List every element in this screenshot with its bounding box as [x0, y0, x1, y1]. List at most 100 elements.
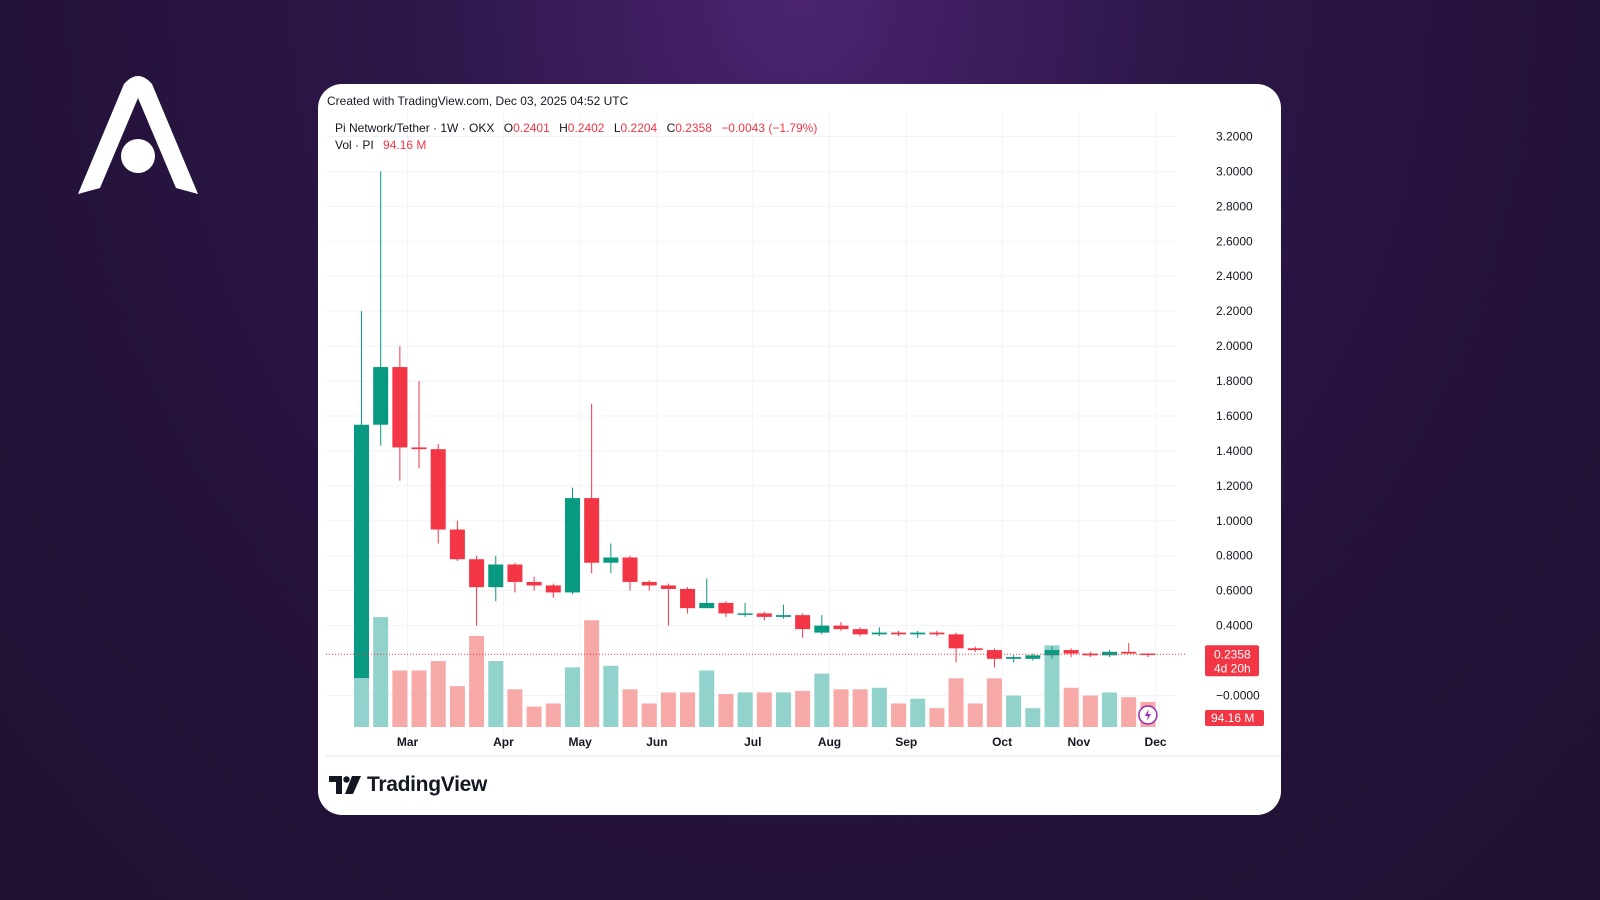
volume-bar	[833, 689, 849, 727]
candle-body	[354, 424, 369, 679]
tradingview-brand[interactable]: TradingView	[329, 773, 487, 797]
candle-body	[814, 625, 830, 633]
month-label: Jul	[744, 735, 761, 749]
volume-bar	[929, 708, 945, 727]
volume-bar	[526, 706, 542, 727]
candle-body	[430, 449, 446, 530]
last-price-value: 0.2358	[1214, 647, 1251, 661]
candle-body	[449, 529, 465, 560]
volume-bar	[430, 661, 446, 727]
close-value: 0.2358	[675, 121, 712, 135]
volume-bar	[814, 673, 830, 727]
volume-bar	[1063, 687, 1079, 727]
volume-bar	[1025, 708, 1041, 727]
candle-body	[833, 625, 849, 630]
price-tick-label: 3.0000	[1216, 164, 1253, 178]
candle-body	[1044, 650, 1060, 656]
price-tick-label: 2.6000	[1216, 234, 1253, 248]
candle-body	[507, 564, 523, 582]
candle-body	[1025, 655, 1041, 659]
brand-logo-icon	[78, 76, 198, 194]
volume-bar	[756, 692, 772, 727]
volume-bar	[1006, 695, 1022, 727]
candle-body	[622, 557, 638, 582]
volume-bar	[967, 703, 983, 727]
month-label: Dec	[1145, 735, 1167, 749]
volume-bar	[564, 667, 580, 727]
volume-bar	[1121, 697, 1137, 727]
candle-body	[986, 650, 1002, 659]
volume-value: 94.16 M	[383, 138, 427, 152]
volume-bar	[680, 692, 696, 727]
candle-body	[891, 632, 907, 635]
change-value: −0.0043 (−1.79%)	[721, 121, 818, 135]
ohlc-row: Pi Network/Tether · 1W · OKX O0.2401 H0.…	[335, 120, 817, 137]
candle-body	[948, 634, 964, 649]
price-tick-label: 0.4000	[1216, 619, 1253, 633]
candle-body	[1121, 651, 1137, 654]
price-tick-label: −0.0000	[1216, 689, 1260, 703]
volume-bar	[718, 694, 734, 727]
volume-bar	[469, 635, 485, 727]
volume-bar	[1082, 695, 1098, 727]
candlesticks	[354, 171, 1156, 679]
volume-bar	[852, 689, 868, 727]
candle-body	[1082, 653, 1098, 656]
candle-body	[967, 648, 983, 651]
month-label: Apr	[493, 735, 514, 749]
volume-bar	[507, 689, 523, 727]
candle-body	[775, 615, 791, 617]
volume-tag	[1205, 710, 1264, 726]
volume-bar	[775, 692, 791, 727]
volume-row: Vol · PI 94.16 M	[335, 137, 817, 154]
countdown-value: 4d 20h	[1214, 661, 1251, 675]
month-label: Jun	[646, 735, 667, 749]
lightning-icon	[1144, 709, 1151, 721]
volume-bar	[871, 687, 887, 727]
price-tick-label: 1.8000	[1216, 374, 1253, 388]
candle-body	[1102, 651, 1118, 656]
price-tick-label: 1.4000	[1216, 444, 1253, 458]
volume-bars	[354, 617, 1156, 727]
chart-grid	[326, 112, 1281, 757]
volume-label[interactable]: Vol · PI	[335, 138, 374, 152]
volume-bar	[488, 661, 504, 727]
volume-bar	[392, 670, 408, 727]
high-value: 0.2402	[567, 121, 605, 135]
month-label: Nov	[1067, 735, 1090, 749]
price-tick-label: 1.2000	[1216, 479, 1253, 493]
brand-logo-dot	[121, 139, 155, 173]
created-with-text: Created with TradingView.com, Dec 03, 20…	[327, 94, 629, 108]
candle-body	[526, 581, 542, 586]
candle-body	[564, 498, 580, 593]
candle-body	[411, 447, 427, 450]
price-tick-label: 2.4000	[1216, 269, 1253, 283]
price-tick-label: 2.2000	[1216, 304, 1253, 318]
price-tick-label: 1.6000	[1216, 409, 1253, 423]
candle-body	[680, 588, 696, 609]
price-chart[interactable]: 3.2000 3.0000 2.8000 2.6000 2.4000 2.2000 2.00…	[318, 84, 1281, 815]
volume-bar	[641, 703, 657, 727]
month-label: Oct	[992, 735, 1012, 749]
candle-body	[699, 602, 715, 609]
volume-bar	[891, 703, 907, 727]
candle-body	[545, 585, 561, 593]
price-tick-label: 2.0000	[1216, 339, 1253, 353]
tradingview-wordmark: TradingView	[367, 773, 488, 796]
month-label: Sep	[895, 735, 917, 749]
low-value: 0.2204	[620, 121, 658, 135]
volume-bar	[545, 703, 561, 727]
month-label: May	[568, 735, 592, 749]
tradingview-logo-icon	[329, 776, 361, 794]
candle-body	[756, 613, 772, 617]
symbol-label[interactable]: Pi Network/Tether · 1W · OKX	[335, 121, 495, 135]
candle-body	[584, 498, 600, 563]
price-tick-label: 1.0000	[1216, 514, 1253, 528]
open-value: 0.2401	[513, 121, 550, 135]
volume-bar	[411, 670, 427, 727]
last-price-tag	[1205, 645, 1259, 677]
volume-bar	[795, 690, 811, 727]
price-tick-label: 2.8000	[1216, 199, 1253, 213]
low-label: L	[613, 121, 621, 135]
chart-overlay	[326, 653, 1186, 725]
